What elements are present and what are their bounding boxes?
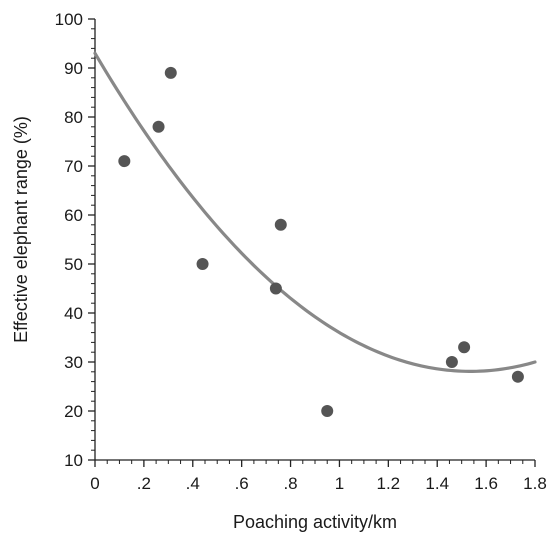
fit-curve: [93, 51, 537, 373]
data-point: [164, 66, 177, 79]
y-tick-label: 60: [64, 206, 83, 225]
data-point: [511, 370, 524, 383]
y-tick-label: 20: [64, 402, 83, 421]
x-tick-label: 1.6: [474, 474, 498, 493]
x-tick-label: 1.4: [425, 474, 449, 493]
y-tick-label: 80: [64, 108, 83, 127]
x-tick-label: 1.8: [523, 474, 547, 493]
y-tick-label: 30: [64, 353, 83, 372]
data-points-layer: [118, 66, 524, 417]
x-axis: 0 .2 .4 .6 .8 1 1.2 1.4 1.6 1.8: [90, 459, 547, 493]
x-tick-label: .8: [283, 474, 297, 493]
y-tick-label: 90: [64, 59, 83, 78]
y-tick-label: 50: [64, 255, 83, 274]
y-axis-title: Effective elephant range (%): [11, 116, 31, 343]
data-point: [118, 155, 131, 168]
data-point: [269, 282, 282, 295]
data-point: [445, 356, 458, 368]
x-tick-label: 0: [90, 474, 99, 493]
y-tick-label: 10: [64, 451, 83, 470]
x-tick-label: .6: [235, 474, 249, 493]
x-axis-title: Poaching activity/km: [233, 512, 397, 532]
fit-curve-layer: [93, 51, 537, 373]
y-tick-label: 100: [55, 10, 83, 29]
data-point: [196, 258, 209, 270]
x-tick-label: .4: [186, 474, 200, 493]
data-point: [152, 120, 165, 133]
data-point: [321, 405, 334, 417]
data-point: [458, 341, 471, 354]
y-tick-label: 70: [64, 157, 83, 176]
y-axis: 10 20 30 40 50 60 70 80 90 100: [55, 10, 96, 470]
x-tick-label: 1: [335, 474, 344, 493]
y-tick-label: 40: [64, 304, 83, 323]
data-point: [274, 218, 287, 231]
x-tick-label: 1.2: [377, 474, 401, 493]
x-tick-label: .2: [137, 474, 151, 493]
